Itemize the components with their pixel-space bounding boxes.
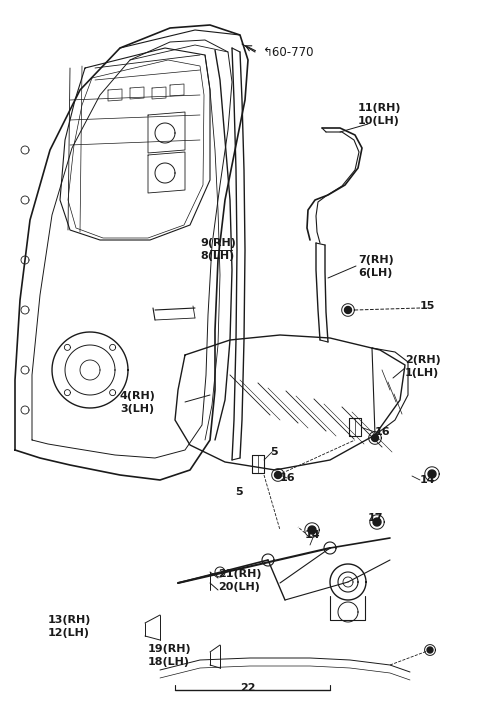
Text: 12(LH): 12(LH)	[48, 628, 90, 638]
Text: 13(RH): 13(RH)	[48, 615, 91, 625]
Text: 3(LH): 3(LH)	[120, 404, 154, 414]
Text: 5: 5	[235, 487, 242, 497]
Text: 4(RH): 4(RH)	[120, 391, 156, 401]
Polygon shape	[373, 518, 381, 526]
Text: 14: 14	[420, 475, 436, 485]
Text: 7(RH): 7(RH)	[358, 255, 394, 265]
Text: ↰60-770: ↰60-770	[262, 46, 313, 58]
Text: 6(LH): 6(LH)	[358, 268, 392, 278]
Polygon shape	[372, 434, 379, 441]
Text: 2(RH): 2(RH)	[405, 355, 441, 365]
Text: 16: 16	[280, 473, 296, 483]
Text: 9(RH): 9(RH)	[200, 238, 236, 248]
Polygon shape	[308, 526, 316, 534]
Text: 10(LH): 10(LH)	[358, 116, 400, 126]
Text: 14: 14	[305, 530, 321, 540]
Text: 19(RH): 19(RH)	[148, 644, 192, 654]
Text: 5: 5	[270, 447, 277, 457]
Polygon shape	[428, 470, 436, 478]
Text: 18(LH): 18(LH)	[148, 657, 190, 667]
Polygon shape	[275, 472, 281, 479]
Text: 8(LH): 8(LH)	[200, 251, 234, 261]
Polygon shape	[427, 647, 433, 653]
Text: 17: 17	[368, 513, 384, 523]
Text: 16: 16	[375, 427, 391, 437]
Text: 22: 22	[240, 683, 256, 693]
Text: 15: 15	[420, 301, 435, 311]
Text: 1(LH): 1(LH)	[405, 368, 439, 378]
Text: 20(LH): 20(LH)	[218, 582, 260, 592]
Text: 11(RH): 11(RH)	[358, 103, 401, 113]
Polygon shape	[345, 306, 351, 313]
Text: 21(RH): 21(RH)	[218, 569, 262, 579]
